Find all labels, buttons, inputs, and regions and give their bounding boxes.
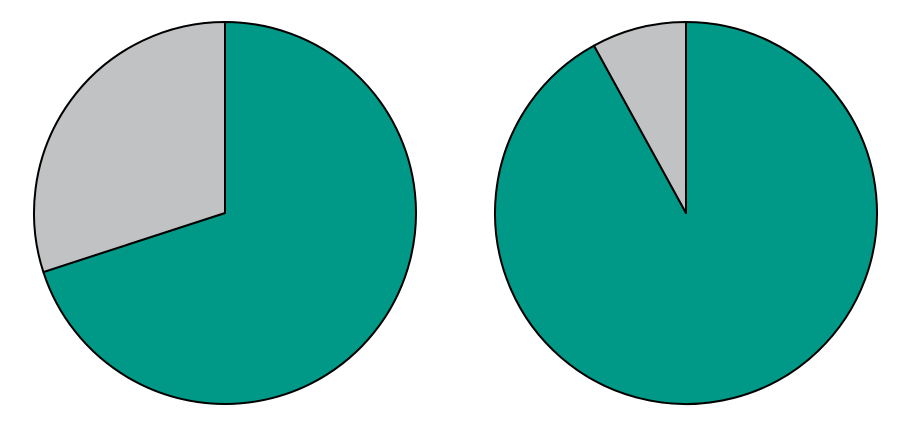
pie-slice bbox=[42, 21, 417, 405]
pie-slice bbox=[33, 21, 226, 274]
pie-slice bbox=[592, 21, 687, 214]
